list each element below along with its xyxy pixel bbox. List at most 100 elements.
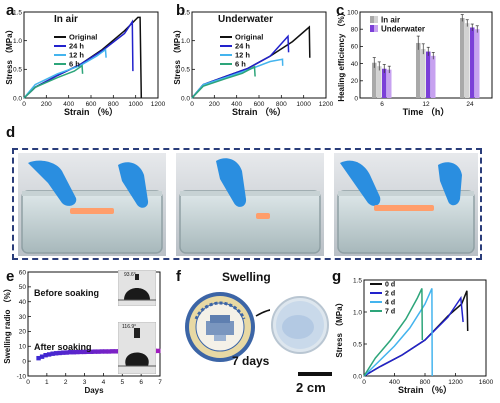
legend-label: 0 d [385,282,395,289]
legend-label: Original [235,33,263,42]
bar [416,42,421,98]
y-tick-label: 0.5 [181,67,190,74]
y-tick-label: 1.0 [353,309,362,316]
x-tick-label: 1200 [319,101,334,108]
data-point [113,349,119,354]
bar [372,62,377,98]
legend-label: Underwater [381,25,425,34]
y-tick-label: 1.0 [13,38,22,45]
x-tick-label: 6 [380,101,384,108]
data-point [43,353,48,358]
panel-e-before-label: Before soaking [34,288,100,298]
series-line-4-d [363,288,433,377]
x-axis-label: Strain （%） [232,107,286,117]
x-tick-label: 4 [102,379,106,386]
x-tick-label: 24 [466,101,474,108]
legend-label: Original [69,33,97,42]
y-tick-label: 80 [351,27,359,34]
chart-g-stress-strain-swelling: 0 400 800 1200 1600 0.0 0.5 1.0 1.5 Strain （%） Str… [334,277,494,395]
x-tick-label: 200 [209,101,220,108]
chart-b-stress-strain-underwater: 0 200 400 600 800 1000 1200 0.0 0.5 1.0 1.5 Strain … [172,9,334,117]
photo-d-right [334,153,478,256]
droplet-angle-after: 116.9° [122,324,137,330]
y-tick-label: 0 [22,358,26,365]
x-tick-label: 400 [389,379,400,386]
data-point [75,349,80,355]
y-tick-label: 100 [347,9,358,16]
data-point [103,349,108,354]
y-tick-label: 40 [19,299,27,306]
x-tick-label: 1200 [448,379,463,386]
series-line-12-h [23,48,107,99]
legend-label: 24 h [235,42,250,51]
x-tick-label: 6 [139,379,143,386]
plot-frame [27,271,161,377]
series-line-2-d [363,295,464,377]
legend-swatch [374,16,378,23]
data-point [92,349,98,354]
legend-label: 12 h [69,51,84,60]
x-axis-label: Strain （%） [398,385,452,395]
droplet-inset-after [118,322,156,374]
y-axis-label: Stress （MPa） [172,25,182,84]
data-point [106,349,112,354]
y-tick-label: 1.5 [353,277,362,284]
data-point [99,349,105,354]
y-tick-label: 60 [351,44,359,51]
scale-bar [298,372,332,376]
data-point [46,352,52,357]
x-tick-label: 1000 [296,101,311,108]
photo-sample-after-swelling [270,287,330,361]
panel-f-title: Swelling [222,270,271,284]
legend-label: 6 h [69,60,80,69]
plot-frame [23,11,159,99]
x-tick-label: 12 [422,101,430,108]
droplet-angle-before: 93.6° [124,272,136,278]
x-axis-label: Time （h） [403,107,450,117]
legend-label: 2 d [385,291,395,298]
series-line-0-d [363,290,469,377]
chart-c-healing-efficiency: 0 20 40 60 80 100 6 12 24 Time （h） Healing efficie… [336,8,493,117]
y-tick-label: 0.5 [13,67,22,74]
chart-a-stress-strain-in-air: 0 200 400 600 800 1000 1200 0.0 0.5 1.0 1.5 Strain … [4,9,166,117]
data-point [68,350,73,355]
x-tick-label: 5 [120,379,124,386]
y-tick-label: 40 [351,61,359,68]
chart-title: In air [54,14,78,25]
y-tick-label: 0.5 [353,341,362,348]
panel-letter-c: c [336,2,345,19]
bar [431,55,436,98]
panel-letter-g: g [332,268,342,285]
legend-label: 12 h [235,51,250,60]
x-tick-label: 1600 [479,379,494,386]
bar [377,66,382,98]
x-tick-label: 3 [83,379,87,386]
x-tick-label: 200 [41,101,52,108]
x-tick-label: 1000 [128,101,143,108]
y-tick-label: -10 [17,373,27,380]
x-tick-label: 400 [63,101,74,108]
y-tick-label: 10 [19,344,27,351]
y-tick-label: 20 [19,329,27,336]
data-point [82,349,87,355]
legend-swatch [370,16,374,23]
bar [382,68,387,98]
x-tick-label: 800 [108,101,119,108]
data-point [78,349,83,355]
y-tick-label: 1.5 [181,9,190,16]
y-tick-label: 30 [19,314,27,321]
y-tick-label: 60 [19,269,27,276]
x-tick-label: 2 [64,379,68,386]
x-tick-label: 0 [190,101,194,108]
bar [475,29,480,99]
legend-label: 24 h [69,42,84,51]
data-point [71,350,76,355]
y-tick-label: 1.0 [181,38,190,45]
data-point [110,349,115,354]
data-point [64,350,69,355]
y-tick-label: 0.0 [353,373,362,380]
series-line-6-h [23,64,84,99]
legend-label: 4 d [385,300,395,307]
droplet-inset-before [118,270,156,306]
panel-letter-b: b [176,2,186,19]
